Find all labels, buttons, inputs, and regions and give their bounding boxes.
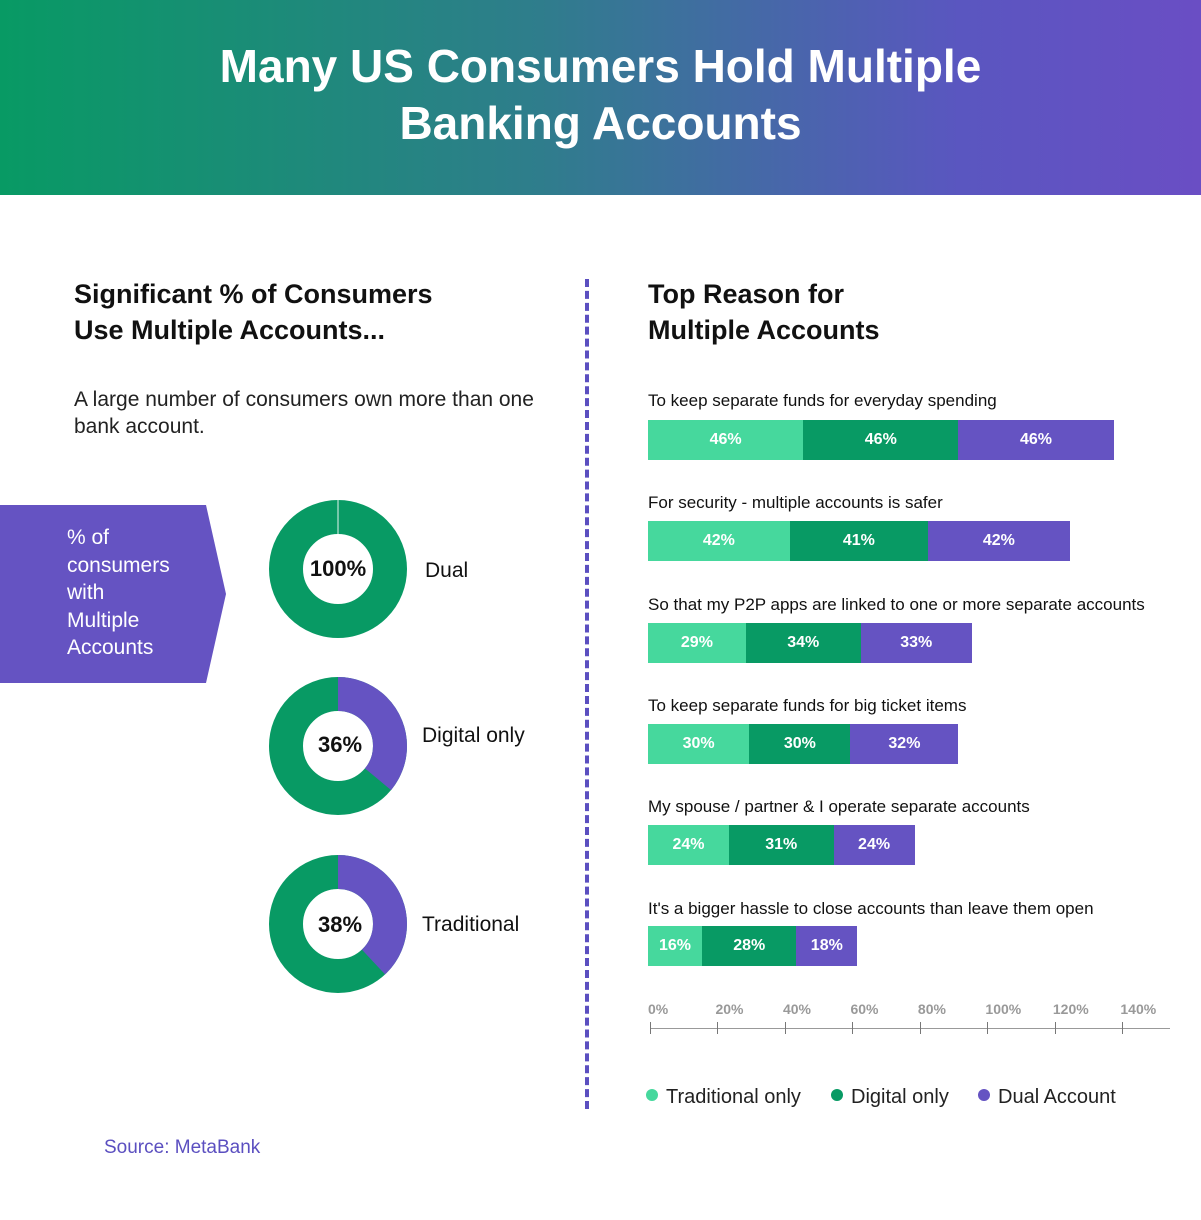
legend-item-dual: Dual Account xyxy=(978,1084,1116,1110)
x-tick-label: 20% xyxy=(715,1001,744,1017)
bar-segment-digital: 46% xyxy=(803,420,959,460)
bar-category-label: To keep separate funds for big ticket it… xyxy=(648,696,967,715)
right-section-heading: Top Reason for Multiple Accounts xyxy=(648,276,1118,348)
bar-segment-dual: 24% xyxy=(833,825,915,865)
bar-segment-traditional: 16% xyxy=(648,926,702,966)
bar-category-label: To keep separate funds for everyday spen… xyxy=(648,391,997,410)
x-tick-mark xyxy=(1054,1022,1056,1034)
legend-dot xyxy=(831,1089,843,1101)
bar-segment-dual: 42% xyxy=(928,521,1070,561)
donut-value-dual: 100% xyxy=(309,556,367,581)
bar-category-label: My spouse / partner & I operate separate… xyxy=(648,797,1030,816)
bar-segment-traditional: 30% xyxy=(648,724,750,764)
bar-segment-digital: 30% xyxy=(749,724,851,764)
x-tick-label: 120% xyxy=(1052,1001,1089,1017)
bar-segment-traditional: 46% xyxy=(648,420,804,460)
donut-slice xyxy=(269,855,407,993)
x-axis: 0% 20% 40% 60% 80% 100% 120% 140% xyxy=(648,995,1171,1040)
callout-line-2: consumers xyxy=(67,553,170,577)
donut-label-digital-only: Digital only xyxy=(422,724,525,747)
bar-segment-dual: 33% xyxy=(860,623,972,663)
bar-segment-traditional: 29% xyxy=(648,623,746,663)
legend-dot xyxy=(978,1089,990,1101)
column-divider xyxy=(585,279,589,1109)
donut-value-traditional: 38% xyxy=(317,912,363,937)
x-tick-label: 60% xyxy=(850,1001,879,1017)
bar-segment-digital: 28% xyxy=(701,926,797,966)
x-tick-mark xyxy=(852,1022,854,1034)
donut-chart-dual xyxy=(269,500,407,638)
donut-chart-digital-only xyxy=(269,677,407,815)
donut-chart-traditional xyxy=(269,855,407,993)
bar-segment-traditional: 42% xyxy=(648,521,790,561)
right-heading-line-1: Top Reason for xyxy=(648,279,845,309)
x-tick-label: 0% xyxy=(648,1001,669,1017)
x-tick-mark xyxy=(987,1022,989,1034)
donut-value-digital-only: 36% xyxy=(317,732,363,757)
bar-segment-dual: 18% xyxy=(796,926,858,966)
header-banner: Many US Consumers Hold Multiple Banking … xyxy=(0,0,1201,195)
bar-category-label: So that my P2P apps are linked to one or… xyxy=(648,595,1145,614)
x-tick-mark xyxy=(717,1022,719,1034)
left-heading-line-1: Significant % of Consumers xyxy=(74,279,433,309)
legend-item-traditional: Traditional only xyxy=(646,1084,801,1110)
source-note: Source: MetaBank xyxy=(104,1137,261,1158)
legend-item-digital: Digital only xyxy=(831,1084,949,1110)
x-tick-label: 80% xyxy=(917,1001,946,1017)
callout-line-5: Accounts xyxy=(67,636,154,659)
left-description: A large number of consumers own more tha… xyxy=(74,388,534,438)
bar-segment-digital: 41% xyxy=(789,521,929,561)
bar-segment-traditional: 24% xyxy=(648,825,729,865)
main-title-line-1: Many US Consumers Hold Multiple xyxy=(219,40,982,92)
donut-slice xyxy=(269,677,407,815)
left-section-heading: Significant % of Consumers Use Multiple … xyxy=(74,276,544,348)
bar-category-label: It's a bigger hassle to close accounts t… xyxy=(648,899,1094,918)
x-tick-mark xyxy=(784,1022,786,1034)
donut-label-traditional: Traditional xyxy=(422,913,520,936)
bar-segment-digital: 34% xyxy=(745,623,861,663)
legend-dot xyxy=(646,1089,658,1101)
callout-arrow xyxy=(0,505,226,683)
bar-category-label: For security - multiple accounts is safe… xyxy=(648,493,943,512)
legend-label: Traditional only xyxy=(666,1086,801,1108)
x-tick-mark xyxy=(1122,1022,1124,1034)
x-tick-mark xyxy=(919,1022,921,1034)
bar-segment-dual: 46% xyxy=(958,420,1114,460)
callout-text: % of consumers with Multiple Accounts xyxy=(67,524,207,662)
bar-segment-digital: 31% xyxy=(728,825,834,865)
right-heading-line-2: Multiple Accounts xyxy=(648,315,880,345)
bar-segment-dual: 32% xyxy=(850,724,959,764)
donut-label-dual: Dual xyxy=(425,559,469,582)
legend-label: Dual Account xyxy=(998,1086,1116,1108)
legend-label: Digital only xyxy=(851,1086,949,1108)
callout-line-1: % of xyxy=(67,526,110,549)
main-title: Many US Consumers Hold Multiple Banking … xyxy=(0,38,1201,152)
x-tick-label: 140% xyxy=(1120,1001,1157,1017)
x-axis-line xyxy=(650,1028,1170,1029)
callout-line-4: Multiple xyxy=(67,608,140,632)
x-tick-mark xyxy=(650,1022,651,1034)
x-tick-label: 40% xyxy=(782,1001,811,1017)
x-tick-label: 100% xyxy=(985,1001,1022,1017)
callout-line-3: with xyxy=(67,581,105,604)
main-title-line-2: Banking Accounts xyxy=(399,97,802,149)
left-heading-line-2: Use Multiple Accounts... xyxy=(74,315,386,345)
